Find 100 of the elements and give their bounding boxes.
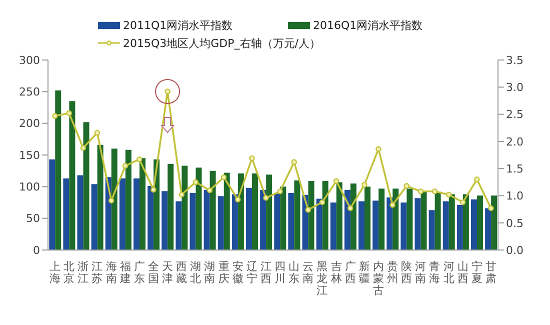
bar — [477, 196, 483, 250]
bar — [420, 190, 427, 250]
bar — [162, 191, 168, 250]
y2-tick-label: 2.0 — [506, 135, 524, 148]
bar — [485, 208, 492, 250]
y-tick-label: 150 — [19, 148, 40, 162]
point — [418, 188, 424, 194]
x-tick-label: 黑龙江 — [316, 260, 328, 297]
bar — [218, 196, 224, 250]
y2-tick-label: 3.5 — [506, 54, 524, 67]
x-tick-label: 安徽 — [232, 260, 244, 285]
y2-tick-label: 1.0 — [506, 190, 524, 203]
y-tick-label: 250 — [19, 86, 40, 99]
point — [122, 162, 128, 169]
bar — [266, 174, 272, 250]
bar — [119, 178, 126, 250]
bar — [232, 194, 238, 250]
point — [362, 182, 368, 188]
bar — [182, 166, 188, 250]
bar — [288, 193, 294, 250]
bar — [210, 170, 216, 250]
bar — [97, 144, 104, 250]
point — [488, 205, 494, 212]
bar — [308, 180, 314, 250]
point — [206, 187, 213, 194]
x-tick-label: 湖北 — [190, 260, 202, 285]
bar — [63, 178, 70, 250]
bar — [378, 188, 385, 250]
x-tick-label: 四川 — [274, 260, 286, 285]
x-tick-label: 广西 — [344, 260, 356, 285]
point — [234, 196, 241, 202]
point — [376, 146, 382, 152]
legend-label: 2015Q3地区人均GDP_右轴（万元/人） — [123, 36, 320, 50]
y2-tick-label: 0.5 — [506, 216, 524, 230]
bar — [83, 122, 90, 250]
y-tick-label: 300 — [19, 54, 40, 67]
y-tick-label: 100 — [19, 180, 40, 194]
y-tick-label: 50 — [26, 212, 40, 226]
bar — [336, 182, 342, 250]
point — [305, 206, 312, 213]
bar — [280, 186, 286, 250]
bar — [316, 198, 322, 250]
point — [333, 178, 340, 184]
legend-label: 2011Q1网消水平指数 — [123, 18, 233, 32]
bar — [168, 164, 174, 250]
y2-tick-label: 1.5 — [506, 162, 524, 176]
point — [263, 194, 269, 201]
x-tick-label: 内蒙古 — [372, 260, 384, 297]
x-tick-label: 山东 — [288, 260, 300, 285]
bar — [386, 197, 393, 250]
bar — [125, 150, 132, 250]
point — [319, 199, 326, 206]
x-tick-label: 甘肃 — [485, 260, 496, 285]
point — [80, 145, 86, 151]
bar — [448, 194, 455, 250]
legend-label: 2016Q1网消水平指数 — [313, 18, 423, 32]
bar — [442, 201, 449, 250]
bar — [322, 180, 328, 250]
x-tick-label: 贵州 — [387, 260, 398, 285]
bar — [204, 190, 210, 250]
point — [52, 113, 58, 119]
bar — [140, 158, 146, 250]
bar — [134, 178, 140, 250]
point — [474, 176, 480, 182]
bar — [274, 194, 280, 250]
point — [66, 110, 72, 116]
bar — [294, 180, 300, 250]
y2-tick-label: 0.0 — [506, 244, 524, 257]
bar — [456, 205, 463, 250]
point — [178, 192, 184, 198]
bar — [49, 159, 56, 250]
bar — [260, 190, 266, 250]
x-tick-label: 天津 — [162, 260, 174, 285]
bar — [434, 192, 441, 250]
x-tick-label: 江苏 — [92, 260, 103, 285]
x-tick-label: 山西 — [457, 260, 468, 285]
bar — [111, 148, 118, 250]
x-tick-label: 江西 — [260, 260, 272, 285]
bar — [252, 173, 258, 250]
point — [291, 159, 297, 165]
x-tick-label: 新疆 — [358, 260, 370, 285]
point — [390, 202, 396, 208]
bar — [372, 200, 379, 250]
y-tick-label: 0 — [33, 244, 40, 257]
bar — [91, 184, 98, 250]
point — [446, 192, 452, 198]
bar — [344, 190, 350, 250]
x-tick-label: 吉林 — [330, 260, 342, 285]
x-tick-label: 西藏 — [176, 260, 188, 285]
bar — [190, 193, 196, 250]
point — [249, 155, 255, 162]
point — [432, 188, 438, 194]
y2-tick-label: 3.0 — [506, 81, 524, 94]
bar — [246, 188, 252, 250]
x-tick-label: 全国 — [148, 260, 159, 285]
x-tick-label: 上海 — [50, 260, 61, 285]
x-tick-label: 河南 — [415, 260, 426, 285]
x-tick-label: 河北 — [443, 260, 454, 285]
point — [192, 179, 199, 186]
x-tick-label: 云南 — [302, 260, 314, 285]
